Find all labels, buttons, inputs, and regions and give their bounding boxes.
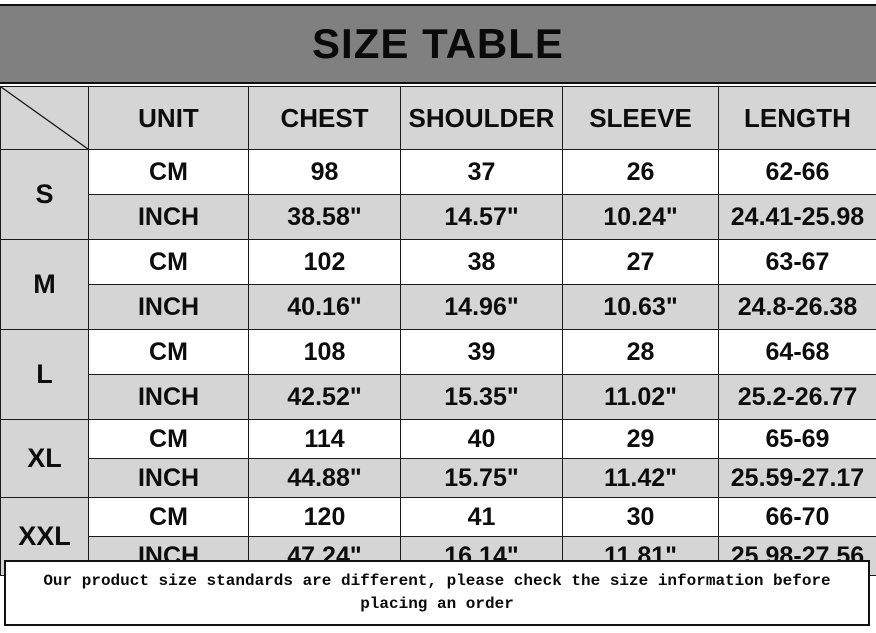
cell-sleeve: 26 — [562, 149, 719, 195]
cell-sleeve: 27 — [562, 239, 719, 285]
column-header-sleeve: SLEEVE — [562, 86, 719, 150]
cell-shoulder: 14.57" — [400, 194, 563, 240]
cell-unit: CM — [88, 239, 249, 285]
cell-chest: 98 — [248, 149, 401, 195]
cell-length: 65-69 — [718, 419, 876, 459]
table-row: XL CM 114 40 29 65-69 — [0, 419, 876, 498]
title-bar: SIZE TABLE — [0, 4, 876, 84]
column-header-shoulder: SHOULDER — [400, 86, 563, 150]
cell-chest: 108 — [248, 329, 401, 375]
footer-note-text: Our product size standards are different… — [43, 571, 831, 613]
cell-unit: INCH — [88, 374, 249, 420]
cell-unit: CM — [88, 497, 249, 537]
cell-unit: INCH — [88, 458, 249, 498]
footer-note: Our product size standards are different… — [4, 560, 870, 626]
cell-unit: INCH — [88, 194, 249, 240]
cell-shoulder: 15.35" — [400, 374, 563, 420]
cell-chest: 120 — [248, 497, 401, 537]
table-row: INCH 38.58" 14.57" 10.24" 24.41-25.98 — [1, 194, 876, 240]
cell-length: 24.8-26.38 — [718, 284, 876, 330]
cell-length: 62-66 — [718, 149, 876, 195]
cell-sleeve: 28 — [562, 329, 719, 375]
cell-length: 66-70 — [718, 497, 876, 537]
cell-sleeve: 29 — [562, 419, 719, 459]
cell-chest: 42.52" — [248, 374, 401, 420]
size-label-xl: XL — [0, 419, 89, 498]
size-label-m: M — [0, 239, 89, 330]
cell-length: 24.41-25.98 — [718, 194, 876, 240]
cell-length: 64-68 — [718, 329, 876, 375]
cell-unit: CM — [88, 419, 249, 459]
size-table-body: UNIT CHEST SHOULDER SLEEVE LENGTH S CM 9… — [0, 86, 876, 576]
size-label-l: L — [0, 329, 89, 420]
table-row: S CM 98 37 26 62-66 — [0, 149, 876, 240]
cell-sleeve: 11.42" — [562, 458, 719, 498]
column-header-length: LENGTH — [718, 86, 876, 150]
table-row: INCH 44.88" 15.75" 11.42" 25.59-27.17 — [1, 458, 876, 498]
cell-length: 25.59-27.17 — [718, 458, 876, 498]
column-header-chest: CHEST — [248, 86, 401, 150]
cell-shoulder: 39 — [400, 329, 563, 375]
table-row: INCH 42.52" 15.35" 11.02" 25.2-26.77 — [1, 374, 876, 420]
cell-sleeve: 10.24" — [562, 194, 719, 240]
cell-length: 25.2-26.77 — [718, 374, 876, 420]
table-row: M CM 102 38 27 63-67 — [0, 239, 876, 330]
cell-shoulder: 37 — [400, 149, 563, 195]
table-header-row: UNIT CHEST SHOULDER SLEEVE LENGTH — [0, 86, 876, 150]
size-label-s: S — [0, 149, 89, 240]
cell-shoulder: 40 — [400, 419, 563, 459]
cell-sleeve: 30 — [562, 497, 719, 537]
cell-sleeve: 10.63" — [562, 284, 719, 330]
table-row: INCH 40.16" 14.96" 10.63" 24.8-26.38 — [1, 284, 876, 330]
cell-chest: 114 — [248, 419, 401, 459]
cell-chest: 102 — [248, 239, 401, 285]
cell-chest: 40.16" — [248, 284, 401, 330]
page-title: SIZE TABLE — [312, 20, 564, 67]
cell-unit: INCH — [88, 284, 249, 330]
cell-shoulder: 41 — [400, 497, 563, 537]
cell-sleeve: 11.02" — [562, 374, 719, 420]
cell-shoulder: 14.96" — [400, 284, 563, 330]
table-row: XXL CM 120 41 30 66-70 — [0, 497, 876, 576]
column-header-unit: UNIT — [88, 86, 249, 150]
diagonal-divider-icon — [1, 87, 88, 149]
size-table: UNIT CHEST SHOULDER SLEEVE LENGTH S CM 9… — [0, 86, 876, 576]
table-row: L CM 108 39 28 64-68 — [0, 329, 876, 420]
cell-unit: CM — [88, 149, 249, 195]
cell-chest: 44.88" — [248, 458, 401, 498]
cell-chest: 38.58" — [248, 194, 401, 240]
cell-shoulder: 15.75" — [400, 458, 563, 498]
cell-shoulder: 38 — [400, 239, 563, 285]
cell-unit: CM — [88, 329, 249, 375]
cell-length: 63-67 — [718, 239, 876, 285]
corner-cell — [0, 86, 89, 150]
